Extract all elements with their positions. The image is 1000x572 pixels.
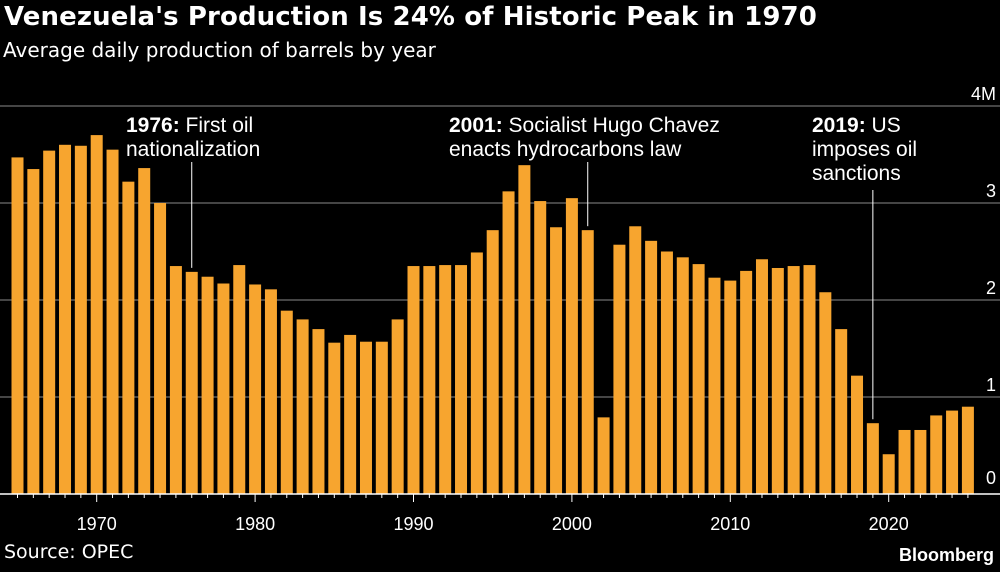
annotation-year: 2001: [449, 114, 509, 137]
y-tick-label: 1 [986, 375, 996, 395]
bar [106, 149, 119, 494]
annotations: 1976: First oil nationalization 2001: Soci… [126, 114, 917, 420]
bar [946, 410, 959, 494]
bar [359, 341, 372, 494]
annotation-line: enacts hydrocarbons law [449, 138, 682, 161]
bloomberg-logo: Bloomberg [898, 545, 994, 565]
annotation-text: 1976: First oil nationalization [126, 114, 260, 161]
bar [423, 266, 436, 494]
y-tick-label: 0 [986, 468, 996, 488]
bar [565, 198, 578, 494]
x-tick-label: 2020 [869, 514, 909, 534]
bars [11, 135, 974, 495]
bar [629, 226, 642, 494]
bar [914, 429, 927, 494]
bar [391, 319, 404, 494]
bar [502, 191, 515, 495]
bar [740, 270, 753, 494]
bar [486, 230, 499, 494]
annotation-year: 2019: [812, 114, 872, 137]
bar [312, 329, 325, 494]
bar [708, 277, 721, 494]
bar [613, 244, 626, 494]
x-tick-label: 2010 [710, 514, 750, 534]
bar [645, 240, 658, 494]
annotation-text: 2001: Socialist Hugo Chavez enacts hydroc… [449, 114, 720, 161]
bar [819, 292, 832, 494]
bar [74, 145, 87, 494]
y-tick-label: 4M [971, 84, 996, 104]
bar [375, 341, 388, 494]
bar [264, 289, 277, 494]
bar [27, 169, 40, 495]
bar [296, 319, 309, 494]
x-tick-label: 1990 [393, 514, 433, 534]
bar [217, 283, 230, 494]
bar [835, 329, 848, 494]
bar [961, 406, 974, 494]
bar [344, 334, 357, 494]
bar [676, 257, 689, 494]
x-tick-label: 1970 [77, 514, 117, 534]
gridlines [0, 105, 1000, 398]
bar [851, 375, 864, 494]
bar [439, 265, 452, 494]
bar [550, 227, 563, 494]
bar [771, 267, 784, 494]
x-axis: 1970 1980 1990 2000 2010 2020 [17, 494, 969, 534]
bar [898, 429, 911, 494]
bar [233, 265, 246, 494]
bar [660, 251, 673, 494]
bar [470, 252, 483, 494]
bar [534, 201, 547, 494]
annotation-line: First oil [186, 114, 254, 137]
bar [455, 265, 468, 494]
chart-title: Venezuela's Production Is 24% of Histori… [4, 2, 817, 32]
bar [597, 417, 610, 494]
bar [169, 266, 182, 494]
bar [882, 454, 895, 494]
bar [755, 259, 768, 494]
y-tick-label: 3 [986, 181, 996, 201]
chart-subtitle: Average daily production of barrels by y… [3, 38, 436, 62]
annotation-line: US [872, 114, 901, 137]
bar [787, 266, 800, 494]
annotation-text: 2019: US imposes oil sanctions [812, 114, 917, 185]
annotation-year: 1976: [126, 114, 186, 137]
annotation-line: nationalization [126, 138, 260, 161]
x-tick-label: 1980 [235, 514, 275, 534]
annotation-line: Socialist Hugo Chavez [509, 114, 720, 137]
x-tick-label: 2000 [552, 514, 592, 534]
bar [201, 276, 214, 494]
bar [90, 135, 103, 494]
bar [185, 271, 198, 494]
bar [581, 230, 594, 494]
bar [138, 168, 151, 494]
bar [803, 265, 816, 494]
bar [930, 415, 943, 494]
bar [122, 181, 135, 494]
bar [328, 342, 341, 494]
bar [280, 310, 293, 494]
y-tick-label: 2 [986, 278, 996, 298]
bar [249, 284, 262, 494]
bar [518, 165, 531, 495]
annotation-line: sanctions [812, 162, 901, 185]
bar [724, 280, 737, 494]
source-note: Source: OPEC [4, 541, 134, 563]
bar [154, 203, 167, 494]
bar [43, 150, 56, 494]
bar [407, 266, 420, 494]
bar [59, 144, 72, 495]
bar [866, 423, 879, 494]
bar [11, 157, 24, 494]
bar [692, 264, 705, 494]
y-axis: 0 1 2 3 4M [971, 84, 996, 488]
annotation-line: imposes oil [812, 138, 917, 161]
